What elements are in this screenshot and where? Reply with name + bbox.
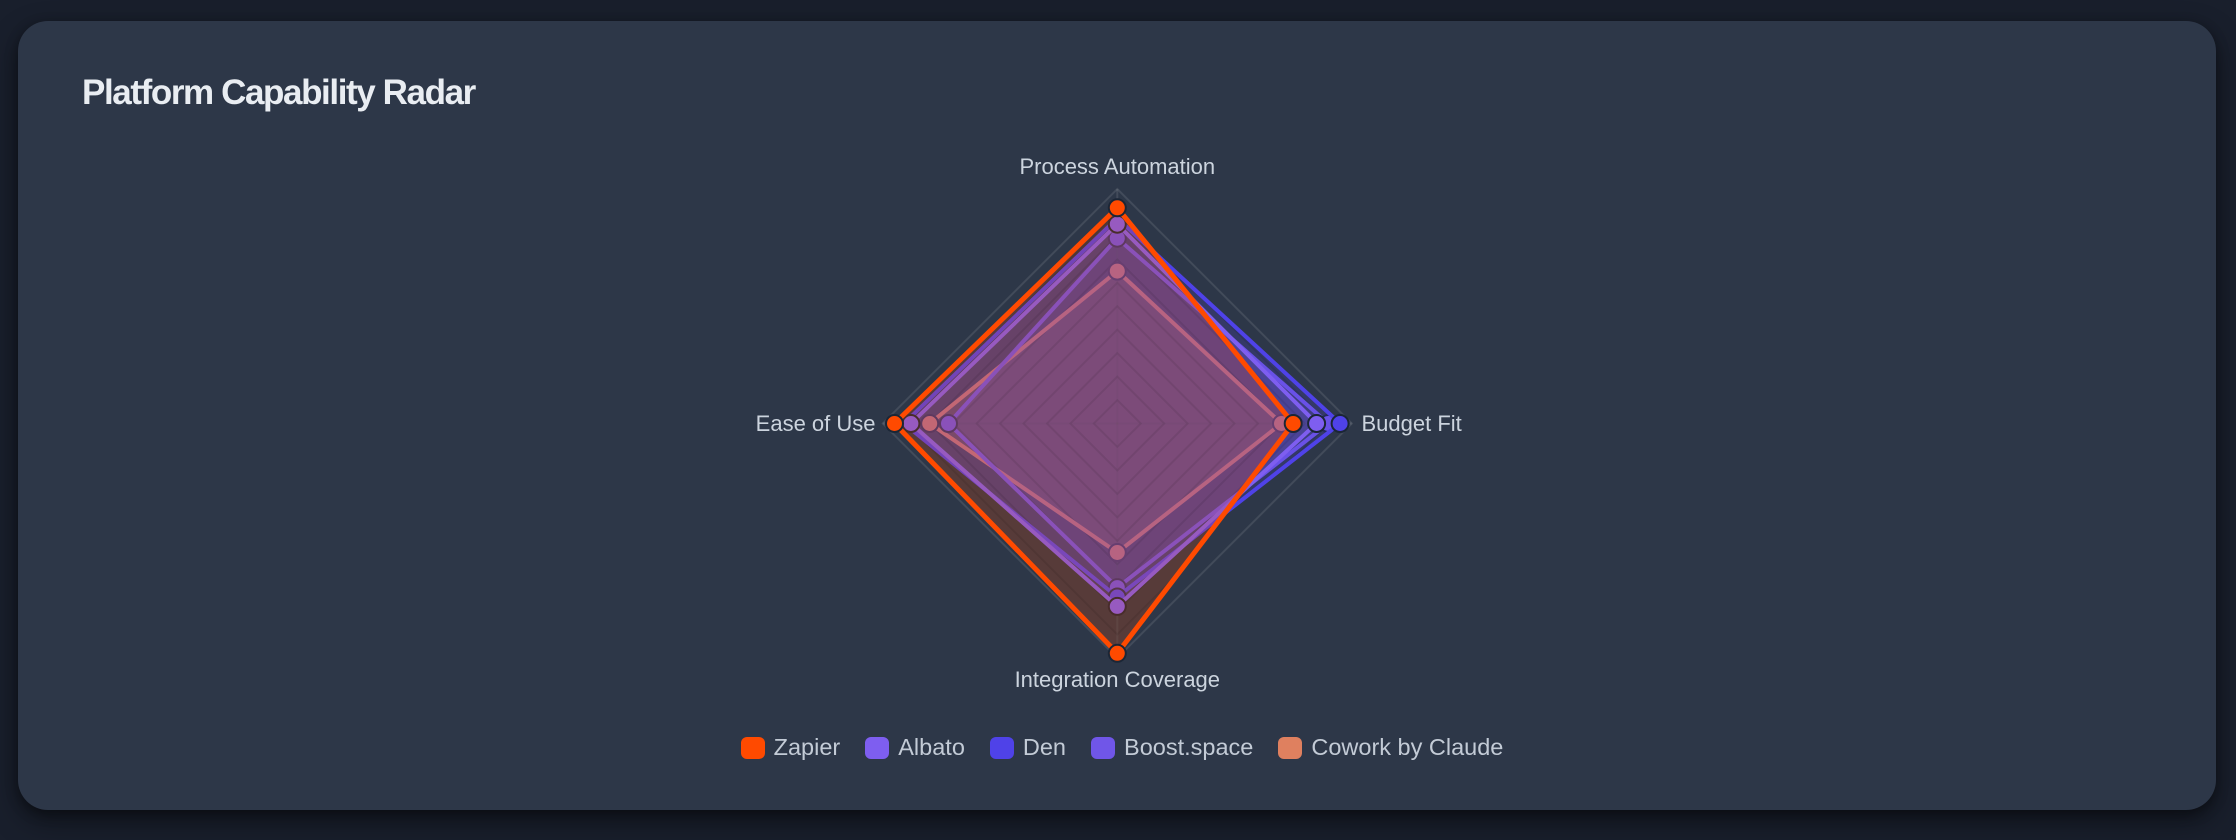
svg-text:Budget Fit: Budget Fit (1362, 411, 1462, 436)
svg-text:Process Automation: Process Automation (1019, 154, 1215, 179)
svg-text:Ease of Use: Ease of Use (756, 411, 876, 436)
svg-text:Integration Coverage: Integration Coverage (1015, 667, 1220, 692)
